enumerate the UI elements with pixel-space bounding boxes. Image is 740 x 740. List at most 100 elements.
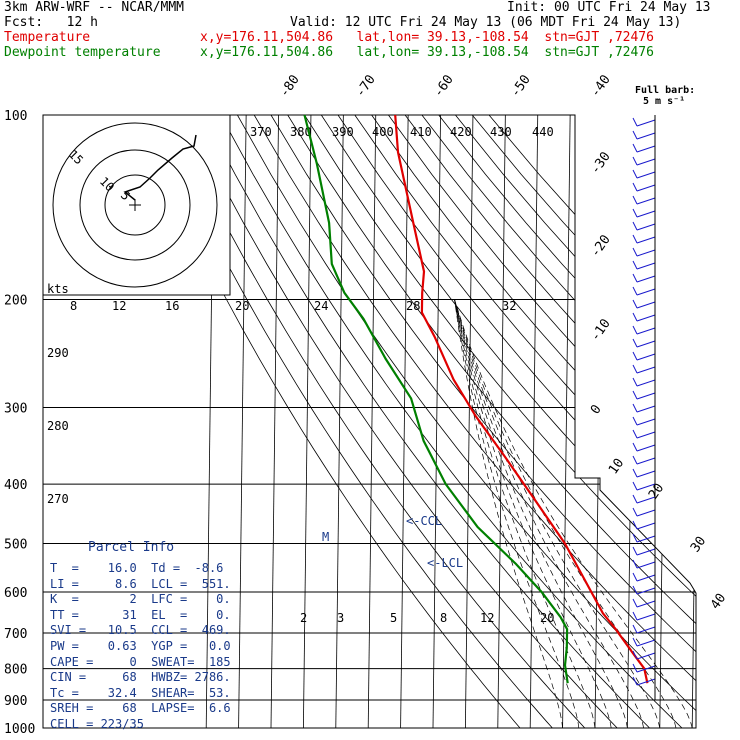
pressure-label: 300: [4, 401, 27, 416]
wind-barb: [636, 197, 656, 205]
isotherm-line: [594, 115, 603, 728]
dewpoint-curve: [303, 114, 569, 684]
theta-label: 380: [290, 125, 312, 139]
isotherm-label: 10: [606, 456, 627, 477]
wind-barb: [636, 145, 656, 153]
wind-barb: [632, 416, 638, 426]
dry-adiabat-line: [337, 115, 696, 728]
dry-adiabat-line: [169, 115, 586, 728]
wind-barb: [636, 626, 656, 634]
hodograph-speed-label: 20: [235, 299, 249, 313]
hodograph-ring: [104, 174, 166, 236]
wind-barb: [636, 379, 656, 387]
wind-barb: [636, 483, 656, 491]
dry-adiabat-line: [270, 115, 696, 728]
wind-barb: [632, 663, 638, 673]
wind-barb: [636, 587, 656, 595]
wind-barb: [636, 223, 656, 231]
parcel-info-row: K = 2 LFC = 0.: [50, 592, 231, 607]
wind-barb: [632, 169, 638, 179]
wind-barb: [636, 444, 656, 452]
isotherm-line: [465, 115, 474, 728]
dry-adiabat-line: [371, 115, 696, 728]
isotherm-label: 0: [588, 402, 605, 417]
theta-label: 410: [410, 125, 432, 139]
wind-barb: [632, 156, 638, 166]
moist-adiabat-line: [454, 299, 612, 728]
wind-barb: [636, 262, 656, 270]
isotherm-label: -70: [353, 72, 379, 100]
theta-label: 420: [450, 125, 472, 139]
mixed-layer-marker: M: [322, 530, 329, 544]
dry-adiabat-line: [220, 115, 683, 728]
mixing-ratio-label: 5: [390, 611, 397, 625]
parcel-info-row: LI = 8.6 LCL = 551.: [50, 576, 231, 591]
wind-barb: [632, 546, 638, 556]
wind-barb: [636, 405, 656, 413]
parcel-info-row: SREH = 68 LAPSE= 6.6: [50, 701, 231, 716]
isotherm-label: 40: [708, 591, 729, 612]
wind-barb: [632, 650, 638, 660]
wind-barb: [632, 455, 638, 465]
wind-barb: [636, 158, 656, 166]
wind-barb: [632, 247, 638, 257]
dry-adiabat-line: [388, 115, 696, 728]
hodograph-ring: [79, 149, 191, 261]
wind-barb: [632, 351, 638, 361]
wind-barb: [636, 314, 656, 322]
wind-barb: [632, 611, 638, 621]
theta-label: 430: [490, 125, 512, 139]
pressure-label: 900: [4, 694, 27, 709]
wind-barb: [636, 457, 656, 465]
parcel-info-row: CELL = 223/35: [50, 717, 144, 731]
wind-barb: [632, 481, 638, 491]
wind-barb: [632, 533, 638, 543]
wind-barb: [632, 468, 638, 478]
wind-barb: [632, 585, 638, 595]
isotherm-line: [400, 115, 409, 728]
isotherm-line: [725, 115, 733, 728]
isotherm-line: [367, 115, 377, 728]
dry-adiabat-line: [488, 115, 696, 728]
init-time: Init: 00 UTC Fri 24 May 13: [507, 0, 711, 15]
dry-adiabat-line: [421, 115, 696, 728]
isotherm-label: -50: [508, 72, 534, 100]
hodograph-units-label: kts: [47, 282, 69, 296]
wind-barb: [636, 418, 656, 426]
dry-adiabat-line: [354, 115, 696, 728]
wind-barb: [636, 665, 656, 673]
wind-barb: [632, 559, 638, 569]
wind-barb: [636, 600, 656, 608]
dry-adiabat-line: [438, 115, 696, 728]
parcel-info-row: SVI = 10.5 CCL = 469.: [50, 623, 231, 638]
wind-barb: [636, 171, 656, 179]
moist-adiabat-line: [454, 299, 661, 728]
wind-barb: [632, 325, 638, 335]
hodograph-speed-label: 32: [502, 299, 516, 313]
wind-barb: [636, 288, 656, 296]
wind-barb: [636, 340, 656, 348]
pressure-label: 400: [4, 478, 27, 493]
isotherm-line: [335, 115, 344, 728]
moist-adiabat-line: [454, 299, 563, 728]
wind-barb: [636, 509, 656, 517]
isotherm-line: [270, 115, 279, 728]
hodograph-trace: [123, 134, 197, 201]
wind-barb: [632, 494, 638, 504]
isotherm-line: [497, 115, 506, 728]
wind-barb: [632, 130, 638, 140]
mixing-ratio-label: 2: [300, 611, 307, 625]
wind-barb: [636, 652, 656, 660]
wind-barb: [636, 561, 656, 569]
theta-label: 400: [372, 125, 394, 139]
moist-adiabat-line: [454, 299, 628, 728]
pressure-label: 100: [4, 109, 27, 124]
dry-adiabat-line: [287, 115, 696, 728]
isotherm-label: 30: [688, 534, 709, 555]
parcel-info-row: CAPE = 0 SWEAT= 185: [50, 654, 231, 669]
wind-barb: [632, 572, 638, 582]
wind-barb: [632, 260, 638, 270]
isotherm-label: -60: [431, 72, 457, 100]
wind-barb: [632, 234, 638, 244]
